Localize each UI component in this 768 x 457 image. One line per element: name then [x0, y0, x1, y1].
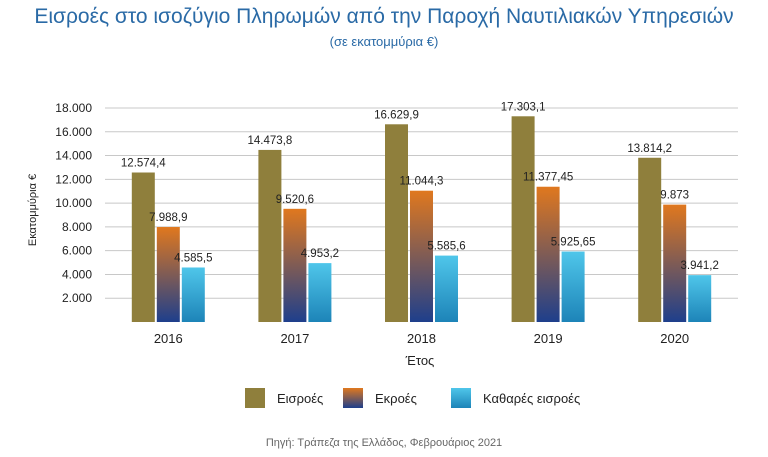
y-axis-label: Εκατομμύρια € [27, 174, 39, 246]
y-tick-label: 2.000 [62, 291, 92, 305]
legend-label-net: Καθαρές εισροές [483, 390, 581, 406]
y-tick-label: 10.000 [55, 196, 92, 210]
legend-label-inflows: Εισροές [277, 390, 324, 406]
y-tick-label: 8.000 [62, 220, 92, 234]
data-label: 13.814,2 [627, 143, 672, 155]
data-label: 5.585,6 [427, 241, 465, 253]
x-axis-label: Έτος [405, 353, 435, 368]
data-label: 16.629,9 [374, 109, 419, 121]
source-note: Πηγή: Τράπεζα της Ελλάδος, Φεβρουάριος 2… [265, 437, 503, 449]
bar-inflows [258, 149, 282, 322]
bar-net-inflows [435, 255, 458, 322]
x-tick-label: 2019 [534, 331, 563, 346]
chart-legend: Εισροές Εκροές Καθαρές εισροές [0, 388, 768, 412]
data-label: 12.574,4 [121, 158, 166, 170]
legend-item-inflows: Εισροές [245, 388, 323, 408]
data-label: 11.044,3 [400, 176, 444, 188]
data-label: 14.473,8 [248, 135, 293, 147]
bar-chart: 2.000 4.000 6.000 8.000 10.000 12.000 14.000 16… [27, 101, 738, 368]
x-tick-label: 2020 [660, 331, 689, 346]
y-tick-label: 6.000 [62, 244, 92, 258]
legend-item-net: Καθαρές εισροές [451, 388, 580, 408]
x-tick-label: 2018 [407, 331, 436, 346]
data-label: 4.585,5 [174, 252, 212, 264]
data-label: 9.873 [660, 190, 689, 202]
bar-inflows [638, 157, 662, 322]
bar-net-inflows [308, 263, 332, 322]
chart-title: Εισροές στο ισοζύγιο Πληρωμών από την Πα… [34, 5, 734, 28]
y-tick-label: 16.000 [55, 125, 92, 139]
x-tick-label: 2017 [280, 331, 309, 346]
x-tick-label: 2016 [154, 331, 183, 346]
y-tick-label: 4.000 [62, 267, 92, 281]
y-tick-label: 18.000 [55, 101, 92, 115]
y-tick-label: 12.000 [55, 172, 92, 186]
bar-net-inflows [181, 267, 205, 322]
data-label: 11.377,45 [523, 172, 573, 184]
data-label: 7.988,9 [149, 212, 187, 224]
bar-net-inflows [688, 275, 712, 322]
bar-inflows [511, 116, 535, 322]
bar-outflows [536, 186, 560, 322]
data-label: 5.925,65 [551, 237, 596, 249]
legend-swatch-outflows [343, 388, 363, 408]
data-label: 3.941,2 [681, 260, 719, 272]
legend-label-outflows: Εκροές [375, 390, 417, 406]
data-label: 17.303,1 [501, 101, 546, 113]
bar-outflows [156, 227, 180, 322]
bar-inflows [131, 172, 155, 322]
legend-swatch-inflows [245, 388, 265, 408]
chart-subtitle: (σε εκατομμύρια €) [329, 34, 439, 49]
bar-net-inflows [561, 251, 585, 322]
data-label: 9.520,6 [276, 194, 314, 206]
legend-swatch-net [451, 388, 471, 408]
bar-inflows [385, 124, 408, 322]
bar-outflows [283, 208, 307, 322]
y-tick-label: 14.000 [55, 149, 92, 163]
bar-outflows [410, 190, 433, 322]
legend-item-outflows: Εκροές [343, 388, 417, 408]
bar-outflows [663, 204, 687, 322]
data-label: 4.953,2 [301, 248, 339, 260]
